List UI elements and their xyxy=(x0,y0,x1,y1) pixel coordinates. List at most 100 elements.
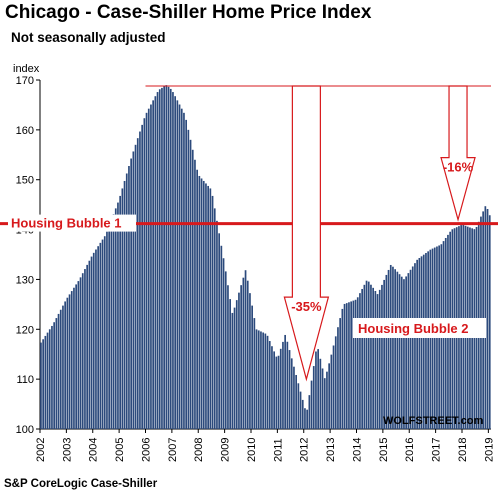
bar xyxy=(235,300,238,429)
bar xyxy=(81,273,84,429)
housing-bubble-1-label: Housing Bubble 1 xyxy=(11,216,122,231)
bar xyxy=(79,277,82,429)
bar xyxy=(220,245,223,429)
bar xyxy=(429,249,432,429)
bar xyxy=(150,104,152,429)
x-tick-label: 2014 xyxy=(351,438,363,462)
bar xyxy=(92,252,95,429)
bar xyxy=(73,287,75,429)
source-note: S&P CoreLogic Case-Shiller xyxy=(4,478,158,490)
bar xyxy=(372,287,374,429)
bar xyxy=(394,269,396,429)
bar xyxy=(110,220,113,429)
bar xyxy=(130,158,132,429)
bar-series xyxy=(40,85,491,430)
bar xyxy=(277,355,280,429)
bar xyxy=(64,301,66,429)
bar xyxy=(194,159,196,429)
bar xyxy=(40,342,42,429)
bar xyxy=(295,374,297,429)
bar xyxy=(414,263,416,429)
bar xyxy=(242,277,245,429)
bar xyxy=(233,307,236,429)
bar xyxy=(70,291,73,429)
bar xyxy=(147,108,150,430)
y-tick-label: 160 xyxy=(16,125,34,137)
bar xyxy=(326,371,328,429)
bar xyxy=(425,253,427,429)
drop-2-arrow xyxy=(440,85,476,222)
bar xyxy=(121,188,124,429)
bar xyxy=(101,239,104,429)
bar xyxy=(381,284,383,429)
bar xyxy=(273,351,275,429)
bar xyxy=(103,236,106,429)
bar xyxy=(207,185,209,429)
bar xyxy=(264,333,267,429)
bar xyxy=(231,312,234,429)
bar xyxy=(46,332,49,429)
bar xyxy=(416,259,418,429)
bar xyxy=(321,368,324,429)
bar xyxy=(132,151,135,429)
bar xyxy=(431,248,434,429)
y-tick-label: 120 xyxy=(16,324,34,336)
chart-subtitle: Not seasonally adjusted xyxy=(11,30,166,45)
bar xyxy=(387,269,390,429)
bar xyxy=(44,335,47,429)
bar xyxy=(156,92,159,429)
y-axis: 100110120130140150160170 xyxy=(16,75,41,436)
bar xyxy=(229,299,231,429)
bar xyxy=(306,409,308,429)
annotations: -35% -16% Housing Bubble 1 Housing Bubble 2 xyxy=(0,85,498,382)
bar xyxy=(66,297,69,429)
bar xyxy=(339,318,341,429)
bar xyxy=(163,86,165,429)
x-tick-label: 2018 xyxy=(457,438,469,462)
x-tick-label: 2004 xyxy=(88,438,100,462)
bar xyxy=(383,279,385,429)
bar xyxy=(86,264,88,429)
bar xyxy=(348,302,350,429)
bar xyxy=(361,288,363,429)
bar xyxy=(257,330,260,429)
bar xyxy=(403,279,405,429)
x-tick-label: 2011 xyxy=(272,438,284,462)
bar xyxy=(119,195,121,429)
bar xyxy=(367,281,370,429)
bar xyxy=(180,108,183,430)
bar xyxy=(288,350,291,429)
bar xyxy=(427,251,429,429)
bar xyxy=(301,399,304,429)
bar xyxy=(266,335,269,429)
bar xyxy=(484,206,487,429)
bar xyxy=(350,301,352,429)
bar xyxy=(224,271,227,429)
x-tick-label: 2005 xyxy=(114,438,126,462)
bar xyxy=(398,274,401,429)
bar xyxy=(99,242,102,429)
bar xyxy=(189,139,192,430)
bar xyxy=(244,270,247,429)
bar xyxy=(222,258,225,429)
y-tick-label: 170 xyxy=(16,75,34,87)
bar xyxy=(178,104,181,429)
bar xyxy=(290,358,293,429)
bar xyxy=(251,305,253,429)
bar xyxy=(202,180,205,429)
x-tick-label: 2015 xyxy=(378,438,390,462)
bar xyxy=(400,276,403,429)
bar xyxy=(108,225,110,429)
bar xyxy=(134,144,137,430)
bar xyxy=(238,292,240,429)
bar xyxy=(255,329,258,429)
x-tick-label: 2002 xyxy=(35,438,47,462)
bar xyxy=(376,294,379,429)
bar xyxy=(141,124,143,429)
bar xyxy=(323,378,326,429)
drop-2-arrow-label: -16% xyxy=(443,160,474,175)
bar xyxy=(299,391,302,429)
bar xyxy=(196,169,198,429)
y-tick-label: 150 xyxy=(16,175,34,187)
